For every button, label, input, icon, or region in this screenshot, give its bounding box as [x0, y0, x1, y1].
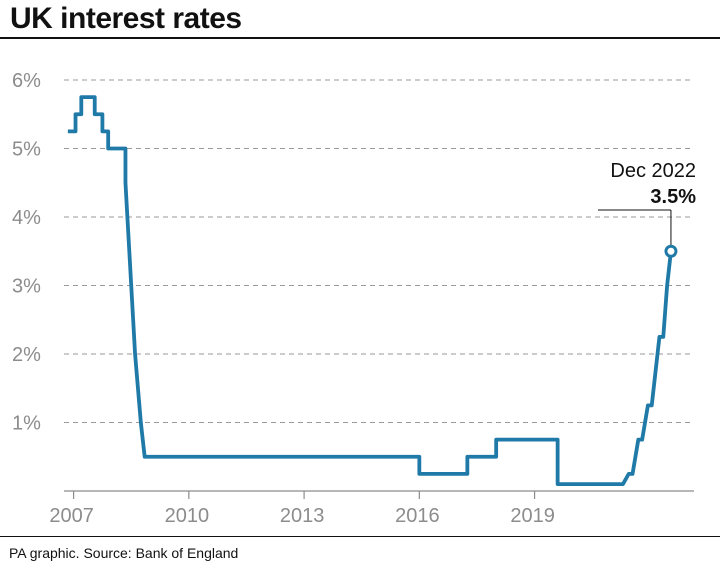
- y-tick-label: 6%: [12, 70, 41, 92]
- y-tick-label: 1%: [12, 413, 41, 435]
- latest-point-marker: [664, 244, 678, 258]
- footer-rule: [0, 536, 720, 537]
- axes: [64, 490, 694, 499]
- x-tick-label: 2019: [510, 505, 555, 527]
- x-tick-label: 2013: [280, 505, 325, 527]
- x-tick-label: 2007: [49, 505, 94, 527]
- gridlines: [64, 79, 694, 423]
- annotation-date: Dec 2022: [610, 160, 696, 182]
- y-tick-label: 5%: [12, 139, 41, 161]
- annotation-value: 3.5%: [650, 186, 696, 208]
- x-tick-label: 2010: [165, 505, 210, 527]
- y-tick-label: 4%: [12, 207, 41, 229]
- y-tick-label: 3%: [12, 276, 41, 298]
- x-tick-label: 2016: [395, 505, 440, 527]
- tick-labels: 1% 2% 3% 4% 5% 6% 2007 2010 2013 2016 2019: [12, 70, 555, 527]
- series-line: [67, 95, 673, 487]
- latest-value-annotation: Dec 2022 3.5%: [598, 160, 696, 258]
- title-rule: [0, 37, 720, 39]
- y-tick-label: 2%: [12, 344, 41, 366]
- chart-title: UK interest rates: [10, 2, 242, 35]
- source-credit: PA graphic. Source: Bank of England: [9, 545, 239, 561]
- series-line-group: [67, 95, 673, 487]
